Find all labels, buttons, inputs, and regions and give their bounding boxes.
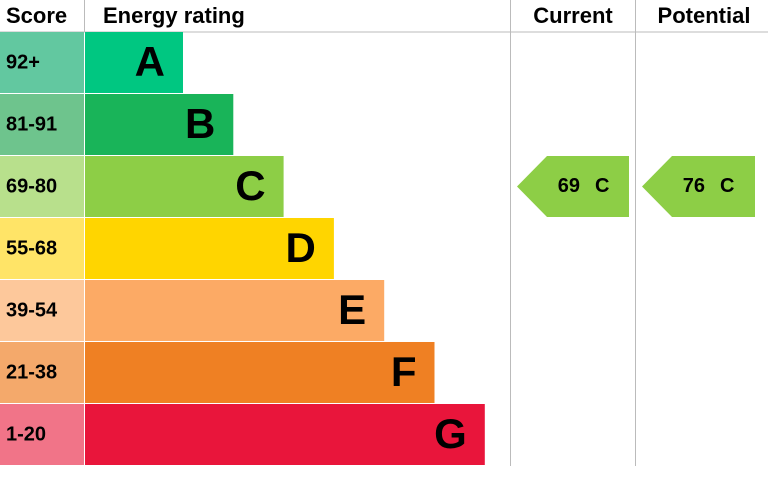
rating-letter: E [338, 286, 366, 333]
score-cell [0, 156, 84, 217]
header-score: Score [6, 3, 67, 28]
score-range: 39-54 [6, 299, 58, 321]
rating-letter: D [286, 224, 316, 271]
score-cell [0, 342, 84, 403]
rating-bar [85, 404, 485, 465]
rating-bar [85, 280, 385, 341]
score-range: 92+ [6, 51, 40, 73]
rating-letter: A [135, 38, 165, 85]
rating-letter: C [235, 162, 265, 209]
score-range: 21-38 [6, 361, 57, 383]
score-cell [0, 218, 84, 279]
rating-bar [85, 342, 435, 403]
rating-bar [85, 156, 284, 217]
score-cell [0, 280, 84, 341]
rating-letter: F [391, 348, 417, 395]
rating-letter: G [434, 410, 467, 457]
potential-letter: C [720, 175, 734, 197]
rating-bar [85, 32, 183, 93]
current-letter: C [595, 175, 609, 197]
header-rating: Energy rating [103, 3, 245, 28]
score-range: 81-91 [6, 113, 57, 135]
rating-bar [85, 94, 234, 155]
potential-arrow [642, 156, 755, 217]
current-arrow [517, 156, 629, 217]
score-cell [0, 404, 84, 465]
header-potential: Potential [658, 3, 751, 28]
potential-score: 76 [683, 175, 705, 197]
rating-bar [85, 218, 334, 279]
score-cell [0, 32, 84, 93]
score-cell [0, 94, 84, 155]
current-score: 69 [558, 175, 580, 197]
header-current: Current [533, 3, 613, 28]
score-range: 69-80 [6, 175, 57, 197]
score-range: 55-68 [6, 237, 57, 259]
rating-letter: B [185, 100, 215, 147]
score-range: 1-20 [6, 423, 46, 445]
